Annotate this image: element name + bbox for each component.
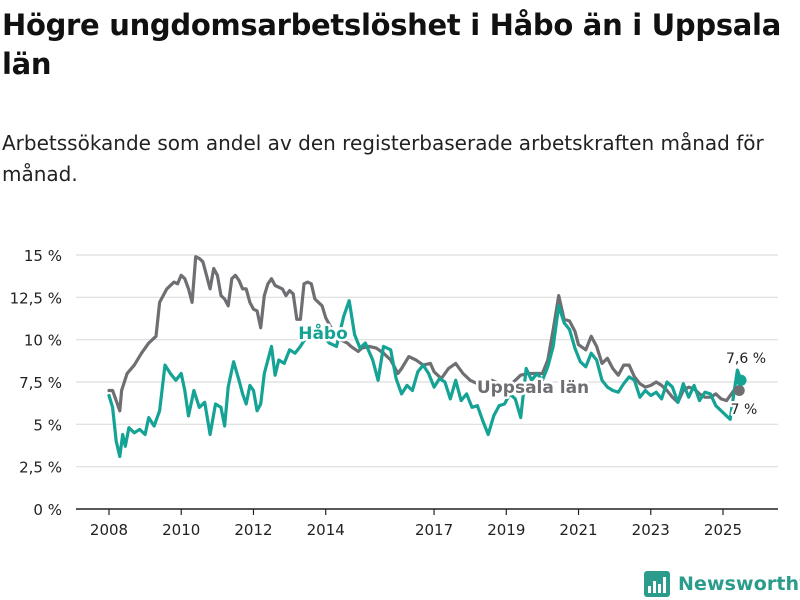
end-value-label-uppsala-lan: 7 % [731,402,758,418]
x-tick-label: 2021 [559,521,597,539]
series-label-uppsala-lan-halo: Uppsala län [477,378,589,398]
y-tick-label: 5 % [33,416,62,434]
series-endpoint-habo [735,374,747,386]
y-tick-label: 0 % [33,501,62,519]
y-tick-label: 2,5 % [19,459,62,477]
brand-name: Newsworthy [678,573,800,595]
chart-subtitle: Arbetssökande som andel av den registerb… [2,131,764,186]
x-tick-label: 2014 [307,521,345,539]
x-tick-label: 2010 [162,521,200,539]
x-tick-label: 2008 [90,521,128,539]
series-label-habo-halo: Håbo [298,322,348,344]
x-tick-label: 2012 [234,521,272,539]
series-endpoint-uppsala-lan [733,384,745,396]
y-tick-label: 12,5 % [10,289,62,307]
x-tick-label: 2017 [415,521,453,539]
end-value-label-habo: 7,6 % [726,351,766,367]
series-line-habo [107,299,743,459]
y-tick-label: 15 % [24,247,62,265]
x-tick-label: 2025 [704,521,742,539]
end-value-label-habo-halo: 7,6 % [726,351,766,367]
y-tick-label: 7,5 % [19,374,62,392]
end-value-label-uppsala-lan-halo: 7 % [731,402,758,418]
series-label-habo: Håbo [298,322,348,344]
series-label-uppsala-lan: Uppsala län [477,378,589,398]
newsworthy-logo[interactable]: Newsworthy [644,569,800,599]
chart-title: Högre ungdomsarbetslöshet i Håbo än i Up… [2,8,781,81]
bar-chart-logo-icon [644,571,670,597]
series-line-uppsala-lan [107,255,741,413]
y-tick-label: 10 % [24,332,62,350]
x-tick-label: 2019 [487,521,525,539]
x-tick-label: 2023 [632,521,670,539]
